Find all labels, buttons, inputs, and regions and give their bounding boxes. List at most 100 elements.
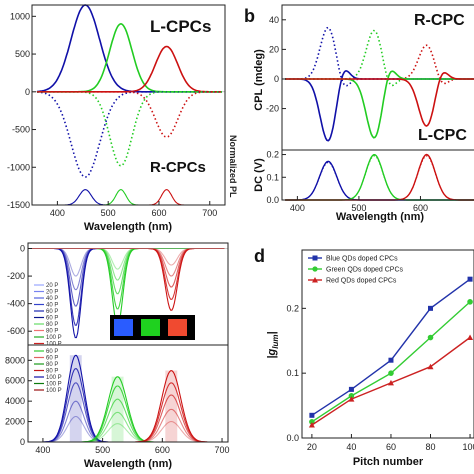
r-cpcs-curve [37,91,222,167]
legend-label: 80 P [46,322,58,328]
data-point [309,412,315,418]
r-cpc-curve [285,26,474,87]
x-tick-label: 80 [425,442,435,452]
x-tick-label: 500 [95,445,110,455]
panel-a-ticks: 400 500 600 700 -1500 -1000 -500 0 500 1000 [7,11,217,218]
dc-curve [285,160,474,201]
annotation-l-cpcs: L-CPCs [150,17,211,36]
panel-d-xlabel: Pitch number [353,456,424,468]
data-point [427,363,434,370]
series-line [311,278,471,416]
legend-label: 100 P [46,375,62,381]
legend-label: 60 P [46,356,58,362]
panel-d-label: d [254,246,265,266]
panel-c-bottom-frame [27,344,229,443]
pl-curve [37,189,222,206]
legend-label: 40 P [46,296,58,302]
y-tick-label: 500 [15,49,30,59]
y-tick-label: -200 [7,271,25,281]
y-tick-label: 0.0 [266,195,279,205]
r-cpc-curve [285,29,474,87]
transmission-curve [31,247,225,310]
legend-label: 80 P [46,369,58,375]
dc-curve [285,154,474,201]
shaded-band [165,370,178,442]
y-tick-label: 0.1 [266,172,279,182]
panel-b-curves [282,26,474,201]
x-tick-label: 600 [151,208,166,218]
inset-sample [114,319,133,336]
y-tick-label: -600 [7,326,25,336]
emission-curve [31,400,225,443]
x-tick-label: 700 [215,445,230,455]
r-cpcs-curve [37,91,222,138]
y-tick-label: 20 [269,44,279,54]
panel-d-lines [308,276,474,428]
panel-d-ticks: 20 40 60 80 100 0.0 0.1 0.2 [286,303,474,452]
transmission-curve [31,247,225,295]
x-tick-label: 100 [463,442,474,452]
legend-label: 20 P [46,290,58,296]
transmission-curve [31,247,225,326]
panel-b-xlabel: Wavelength (nm) [336,211,425,223]
y-tick-label: -20 [266,104,279,114]
legend-label: 80 P [46,329,58,335]
y-tick-label: 0.0 [286,433,299,443]
y-tick-label: 0.2 [266,150,279,160]
data-point [427,334,434,341]
data-point [308,422,315,428]
r-cpc-curve [285,44,474,85]
x-tick-label: 600 [155,445,170,455]
shaded-band [111,376,124,442]
legend-label: 100 P [46,382,62,388]
legend-marker [312,266,318,272]
inset-sample [168,319,187,336]
x-tick-label: 400 [50,208,65,218]
y-tick-label: 0 [25,87,30,97]
legend-label: Blue QDs doped CPCs [326,256,398,263]
panel-a-xlabel: Wavelength (nm) [84,221,173,233]
annotation-l-cpc: L-CPC [418,127,467,144]
dc-curve-dotted [285,161,474,201]
x-tick-label: 40 [346,442,356,452]
data-point [467,334,474,341]
legend-label: 100 P [46,335,62,341]
x-tick-label: 60 [386,442,396,452]
panel-b-bottom-frame [281,149,474,201]
legend-label: 80 P [46,362,58,368]
data-point [309,418,315,425]
panel-d: d 20 40 60 80 100 0.0 0.1 0.2 Blue QDs doped CP… [254,246,474,468]
y-tick-label: 2000 [5,417,25,427]
panel-b-label: b [244,6,255,26]
y-tick-label: 0 [20,244,25,254]
x-tick-label: 20 [307,442,317,452]
y-tick-label: -500 [12,125,30,135]
data-point [387,379,394,386]
shaded-band [69,355,82,442]
legend-label: Green QDs doped CPCs [326,267,404,274]
y-tick-label: -400 [7,299,25,309]
legend-marker [312,255,318,261]
panel-d-legend: Blue QDs doped CPCs Green QDs doped CPCs R… [308,255,404,285]
annotation-r-cpc: R-CPC [414,12,465,29]
data-point [348,386,354,392]
l-cpc-curve [285,71,474,127]
x-tick-label: 600 [413,203,428,213]
x-tick-label: 500 [101,208,116,218]
y-tick-label: 0 [20,437,25,447]
y-tick-label: 0.2 [286,303,299,313]
x-tick-label: 400 [35,445,50,455]
legend-label: 100 P [46,388,62,394]
legend-label: 100 P [46,342,62,348]
y-tick-label: 0.1 [286,368,299,378]
legend-label: 40 P [46,303,58,309]
panel-b-bottom-ylabel: DC (V) [253,158,265,192]
data-point [428,305,434,311]
emission-curve [31,385,225,443]
panel-a: 400 500 600 700 -1500 -1000 -500 0 500 1000 L-CPC… [7,4,238,233]
data-point [348,393,355,399]
data-point [467,299,473,305]
